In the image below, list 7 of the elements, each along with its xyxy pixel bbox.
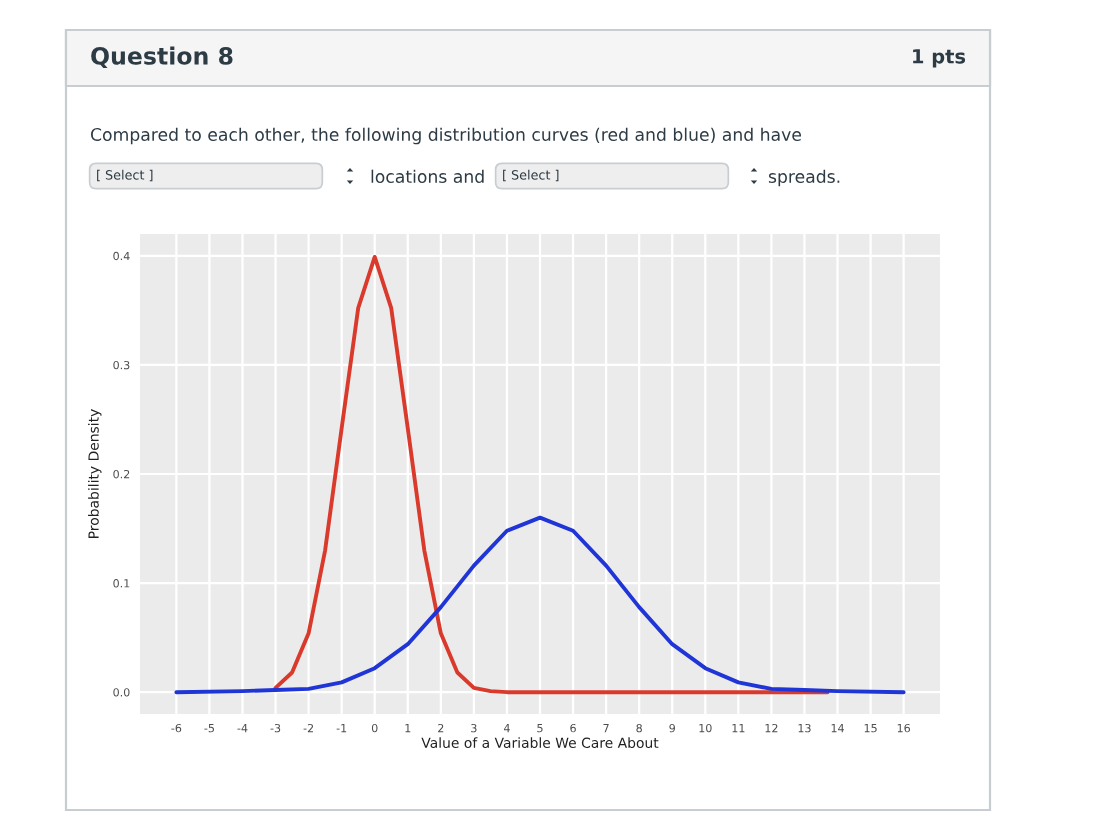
text: spreads. xyxy=(768,169,840,187)
chart-title: Question 8 xyxy=(91,46,233,68)
line-series xyxy=(174,515,906,695)
line-series xyxy=(273,254,830,695)
text: locations and xyxy=(371,169,484,183)
text: Compared to each other, the following distribution curves (red and blue) and have xyxy=(90,127,801,145)
text: 1 pts xyxy=(913,49,966,68)
